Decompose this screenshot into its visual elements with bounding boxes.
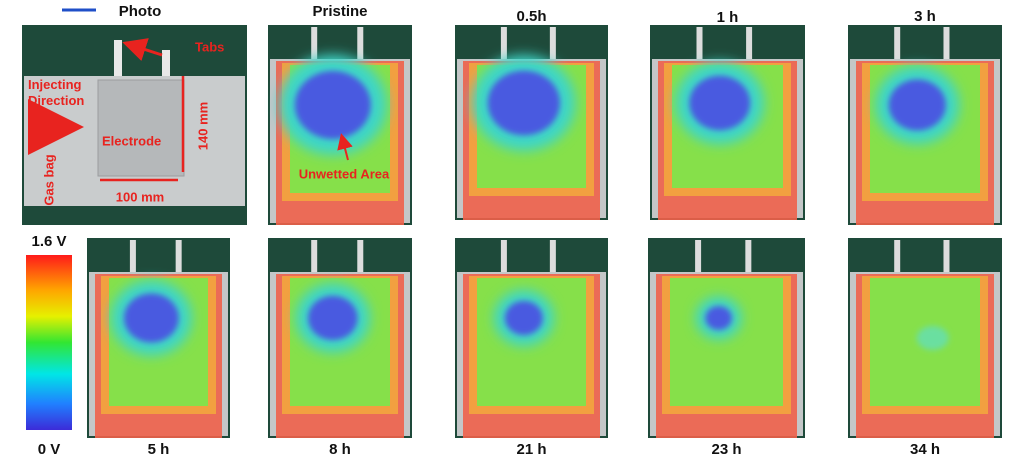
- unwetted-area: [504, 301, 543, 335]
- tab: [943, 27, 950, 61]
- tab: [500, 27, 507, 61]
- annotation: Unwetted Area: [299, 166, 390, 181]
- map-panel: 23 h: [648, 238, 805, 458]
- panel-label: 1 h: [717, 9, 739, 26]
- unwetted-area: [888, 79, 946, 131]
- unwetted-area: [689, 75, 751, 131]
- tab: [357, 27, 364, 61]
- tab: [311, 240, 318, 274]
- map-panel: Pristine Unwetted Area: [268, 3, 412, 225]
- colorbar: 1.6 V 0 V: [26, 233, 72, 458]
- panel-label: 21 h: [516, 441, 546, 458]
- tab: [162, 50, 170, 80]
- tab: [129, 240, 136, 274]
- colorbar-min: 0 V: [38, 441, 61, 458]
- tab: [114, 40, 122, 80]
- panel-label: 34 h: [910, 441, 940, 458]
- arrow: [122, 38, 163, 61]
- annotation: Tabs: [195, 39, 224, 54]
- annotation: Electrode: [102, 133, 161, 148]
- unwetted-area: [487, 70, 560, 136]
- map-panel: 3 h: [848, 8, 1002, 225]
- tab: [311, 27, 318, 61]
- tab: [500, 240, 507, 274]
- map-panel: 21 h: [455, 238, 608, 458]
- map-panel: 34 h: [848, 238, 1002, 458]
- annotation: 140 mm: [195, 102, 210, 150]
- tab: [696, 27, 703, 61]
- panel-label: Pristine: [312, 3, 367, 20]
- annotation: 100 mm: [116, 189, 164, 204]
- panel-label: Photo: [119, 3, 162, 20]
- panel-label: 8 h: [329, 441, 351, 458]
- tab: [175, 240, 182, 274]
- annotation: Gas bag: [41, 154, 56, 205]
- residual: [916, 326, 949, 350]
- panel-label: 0.5h: [516, 8, 546, 25]
- tab: [894, 240, 901, 274]
- unwetted-area: [294, 71, 371, 139]
- tab: [549, 240, 556, 274]
- electrode: [97, 79, 185, 177]
- tab: [695, 240, 702, 274]
- colorbar-max: 1.6 V: [31, 233, 66, 250]
- tab: [943, 240, 950, 274]
- unwetted-area: [308, 295, 358, 341]
- unwetted-area: [123, 293, 179, 343]
- tab: [746, 27, 753, 61]
- tab: [894, 27, 901, 61]
- tab: [549, 27, 556, 61]
- arrow: [337, 133, 353, 161]
- wetted-area: [670, 278, 783, 406]
- colorbar-gradient: [26, 255, 72, 430]
- map-panel: 5 h: [87, 238, 230, 458]
- tab: [357, 240, 364, 274]
- annotation: Injecting Direction: [28, 77, 84, 108]
- panel-label: 3 h: [914, 8, 936, 25]
- map-panel: 1 h: [650, 9, 805, 220]
- tab: [745, 240, 752, 274]
- map-panel: 0.5h: [455, 8, 608, 220]
- photo-panel: Photo Tabs Injecting Direction Electrode …: [22, 3, 247, 225]
- panel-label: 5 h: [148, 441, 170, 458]
- panels: Pristine Unwetted Area 0.5h 1 h 3 h 5 h 8 h 21 …: [87, 3, 1002, 458]
- panel-label: 23 h: [711, 441, 741, 458]
- map-panel: 8 h: [268, 238, 412, 458]
- unwetted-area: [705, 306, 732, 330]
